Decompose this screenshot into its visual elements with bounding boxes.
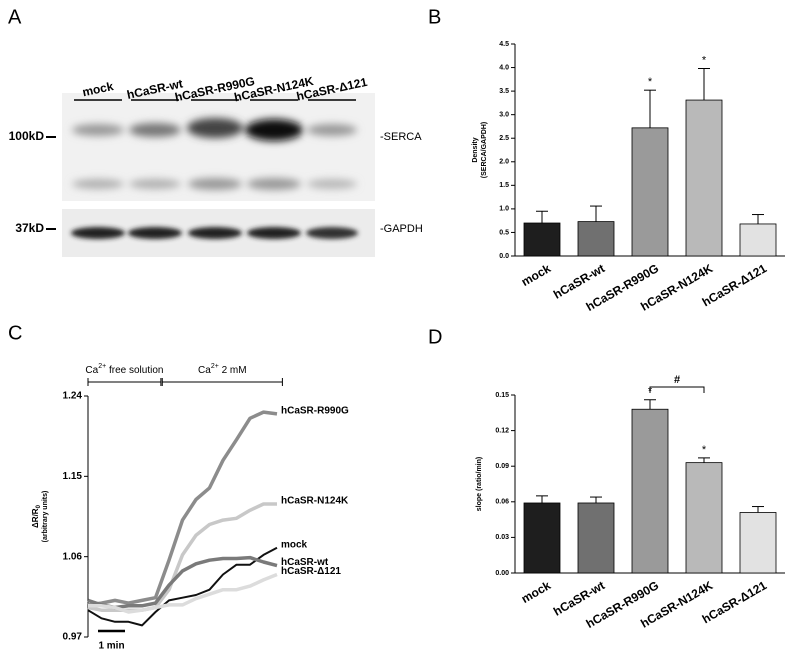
significance-mark: *	[702, 54, 707, 66]
y-tick-label: 1.15	[63, 471, 83, 482]
serca-bands	[72, 118, 357, 190]
period-label-part: 2 mM	[219, 365, 247, 376]
series-label: hCaSR-wt	[281, 557, 329, 568]
series-line	[87, 410, 278, 607]
y-axis-label: (SERCA/GAPDH)	[481, 122, 488, 178]
y-axis-label: (arbitrary units)	[42, 491, 49, 543]
band-label: -SERCA	[380, 131, 422, 143]
significance-mark: #	[674, 374, 680, 386]
gapdh-bands	[71, 227, 358, 239]
y-tick-label: 1.5	[499, 182, 509, 189]
y-tick-label: 3.0	[499, 112, 509, 119]
marker-label: 100kD	[9, 129, 45, 143]
bar	[577, 221, 615, 257]
panel-label: B	[428, 6, 441, 28]
series-label: hCaSR-N124K	[281, 496, 349, 507]
y-tick-label: 1.0	[499, 206, 509, 213]
bar	[523, 222, 561, 257]
y-tick-label: 4.0	[499, 64, 509, 71]
x-tick-label: mock	[519, 578, 553, 606]
y-axis-label: slope (ratio/min)	[476, 457, 483, 511]
y-axis-label: ΔR/R0	[31, 504, 41, 528]
bar	[631, 127, 669, 257]
period-label: Ca2+ 2 mM	[198, 363, 247, 376]
y-tick-label: 1.06	[63, 551, 83, 562]
x-tick-label: mock	[519, 261, 553, 289]
period-label-part: free solution	[106, 365, 163, 376]
y-tick-label: 2.5	[499, 135, 509, 142]
comparison-bracket	[649, 386, 705, 393]
y-axis-label: Density	[472, 137, 479, 162]
significance-mark: *	[702, 444, 707, 456]
panel-label: D	[428, 326, 442, 348]
y-tick-label: 0.06	[495, 499, 509, 506]
y-tick-label: 0.00	[495, 570, 509, 577]
y-tick-label: 2.0	[499, 159, 509, 166]
y-tick-label: 0.12	[495, 427, 509, 434]
y-tick-label: 1.24	[63, 391, 83, 402]
period-label-part: Ca	[85, 365, 98, 376]
bar	[685, 462, 723, 574]
series-label: hCaSR-R990G	[281, 405, 349, 416]
scale-bar-label: 1 min	[98, 641, 124, 652]
y-tick-label: 0.15	[495, 392, 509, 399]
period-bracket	[161, 378, 283, 386]
period-label: Ca2+ free solution	[85, 363, 163, 376]
period-label-superscript: 2+	[211, 363, 219, 370]
y-tick-label: 0.5	[499, 229, 509, 236]
bar	[739, 512, 777, 574]
y-axis-label-subscript: 0	[36, 504, 42, 508]
series-line	[88, 572, 278, 614]
series-line	[87, 546, 278, 627]
period-label-part: Ca	[198, 365, 211, 376]
panel-label: A	[8, 6, 22, 28]
significance-mark: *	[648, 76, 653, 88]
y-axis-label-part: ΔR/R	[31, 508, 40, 528]
marker-label: 37kD	[15, 221, 44, 235]
blot: 100kD 37kD -SERCA -GAPDH	[9, 93, 423, 257]
y-tick-label: 0.0	[499, 253, 509, 260]
lane-label: mock	[81, 79, 115, 99]
bar	[685, 99, 723, 257]
bar	[523, 502, 561, 574]
y-tick-label: 4.5	[499, 41, 509, 48]
y-tick-label: 3.5	[499, 88, 509, 95]
period-label-superscript: 2+	[98, 363, 106, 370]
period-bracket	[87, 378, 162, 386]
series-label: hCaSR-Δ121	[281, 566, 341, 577]
bar	[577, 502, 615, 574]
series-label: mock	[281, 539, 308, 550]
bar	[739, 223, 777, 257]
band-label: -GAPDH	[380, 223, 423, 235]
series-line	[87, 555, 278, 610]
bar	[631, 408, 669, 574]
panel-label: C	[8, 322, 22, 344]
y-tick-label: 0.03	[495, 534, 509, 541]
y-tick-label: 0.09	[495, 463, 509, 470]
y-tick-label: 0.97	[63, 632, 83, 643]
